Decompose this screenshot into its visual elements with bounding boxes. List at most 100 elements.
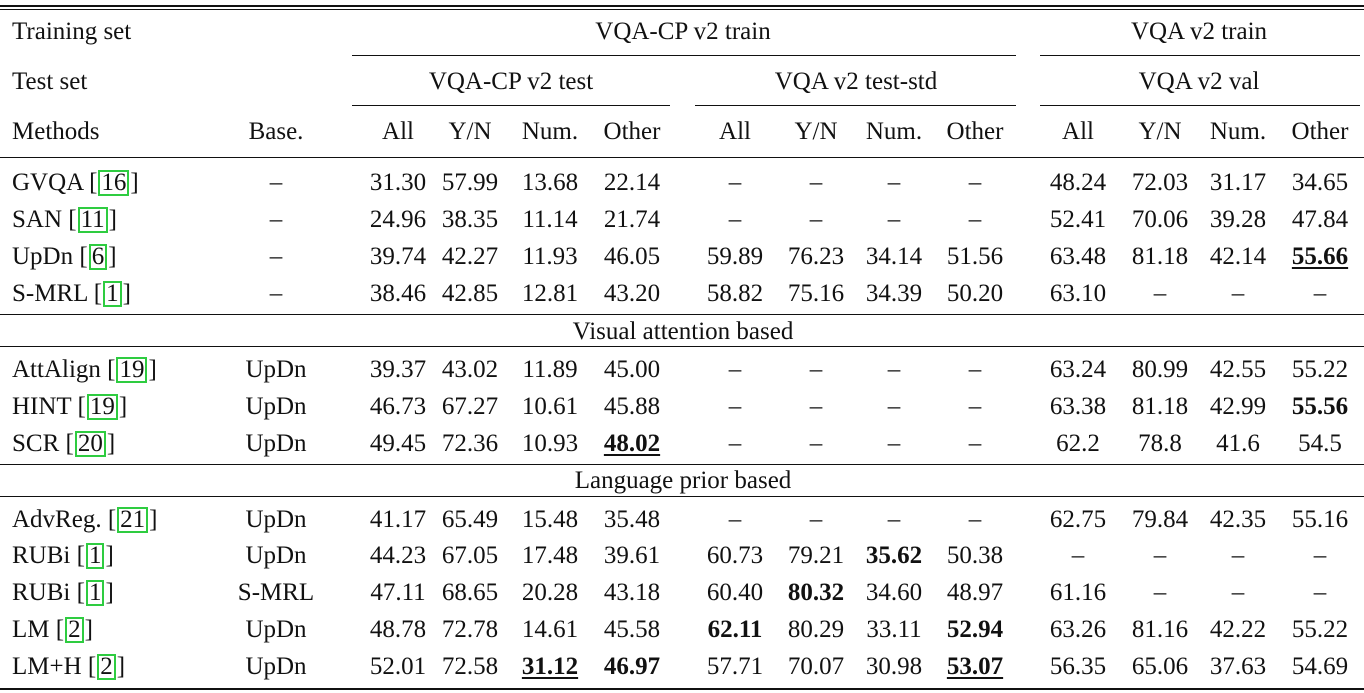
value-cell: 72.78 bbox=[441, 616, 499, 643]
value-cell: 35.48 bbox=[603, 506, 661, 533]
value-cell: 62.11 bbox=[707, 616, 763, 643]
value-cell: – bbox=[887, 206, 901, 233]
value-cell: – bbox=[968, 356, 982, 383]
value-cell: 11.89 bbox=[522, 356, 578, 383]
value-cell: 43.20 bbox=[603, 280, 661, 307]
value-cell: 21.74 bbox=[603, 206, 661, 233]
method-name: RUBi bbox=[12, 542, 71, 569]
value-cell: 39.61 bbox=[603, 542, 661, 569]
value-cell: 41.6 bbox=[1216, 430, 1260, 457]
metric-header: Num. bbox=[865, 118, 923, 145]
value-cell: 67.05 bbox=[441, 542, 499, 569]
value-cell: 53.07 bbox=[946, 653, 1004, 680]
value-cell: – bbox=[887, 430, 901, 457]
cmidrule-train-vqa bbox=[1040, 55, 1360, 56]
value-cell: – bbox=[1313, 280, 1327, 307]
method-name: SAN bbox=[12, 206, 63, 233]
value-cell: 24.96 bbox=[369, 206, 427, 233]
value-cell: 70.06 bbox=[1131, 206, 1189, 233]
train-group-vqa: VQA v2 train bbox=[1130, 18, 1268, 45]
base-cell: UpDn bbox=[245, 393, 307, 420]
citation-link[interactable]: 1 bbox=[85, 543, 105, 569]
value-cell: – bbox=[809, 169, 823, 196]
value-cell: 11.93 bbox=[522, 243, 578, 270]
value-cell: 48.78 bbox=[369, 616, 427, 643]
value-cell: 43.02 bbox=[441, 356, 499, 383]
base-cell: UpDn bbox=[245, 506, 307, 533]
value-cell: 47.84 bbox=[1291, 206, 1349, 233]
value-cell: 22.14 bbox=[603, 169, 661, 196]
citation-link[interactable]: 21 bbox=[117, 507, 149, 533]
value-cell: 43.18 bbox=[603, 579, 661, 606]
method-name: UpDn bbox=[12, 243, 74, 270]
value-cell: 52.01 bbox=[369, 653, 427, 680]
value-cell: 45.00 bbox=[603, 356, 661, 383]
section-rule bbox=[0, 314, 1364, 315]
value-cell: – bbox=[728, 206, 742, 233]
value-cell: – bbox=[809, 430, 823, 457]
base-cell: – bbox=[269, 243, 283, 270]
value-cell: 50.20 bbox=[946, 280, 1004, 307]
value-cell: 65.49 bbox=[441, 506, 499, 533]
value-cell: 38.35 bbox=[441, 206, 499, 233]
value-cell: 76.23 bbox=[787, 243, 845, 270]
value-cell: 41.17 bbox=[369, 506, 427, 533]
value-cell: 54.5 bbox=[1298, 430, 1342, 457]
value-cell: 13.68 bbox=[521, 169, 579, 196]
citation-link[interactable]: 1 bbox=[85, 580, 105, 606]
citation-link[interactable]: 19 bbox=[116, 357, 148, 383]
method-name: AttAlign bbox=[12, 356, 101, 383]
value-cell: 38.46 bbox=[369, 280, 427, 307]
citation-link[interactable]: 6 bbox=[88, 244, 108, 270]
method-cell: AttAlign [19] bbox=[12, 356, 157, 383]
value-cell: 35.62 bbox=[865, 542, 923, 569]
value-cell: 63.26 bbox=[1049, 616, 1107, 643]
citation-link[interactable]: 2 bbox=[97, 654, 116, 680]
value-cell: 11.14 bbox=[522, 206, 578, 233]
value-cell: – bbox=[887, 169, 901, 196]
method-cell: LM [2] bbox=[12, 616, 93, 643]
test-group-vqa-test-std: VQA v2 test-std bbox=[774, 68, 938, 95]
metric-header: Y/N bbox=[448, 118, 492, 145]
value-cell: 17.48 bbox=[521, 542, 579, 569]
value-cell: 67.27 bbox=[441, 393, 499, 420]
citation-link[interactable]: 16 bbox=[98, 170, 130, 196]
value-cell: 31.12 bbox=[521, 653, 579, 680]
method-cell: HINT [19] bbox=[12, 393, 128, 420]
metric-header: Num. bbox=[521, 118, 579, 145]
value-cell: 48.97 bbox=[946, 579, 1004, 606]
value-cell: 57.99 bbox=[441, 169, 499, 196]
method-name: LM+H bbox=[12, 653, 82, 680]
value-cell: 47.11 bbox=[370, 579, 426, 606]
metric-header: Y/N bbox=[794, 118, 838, 145]
value-cell: – bbox=[968, 393, 982, 420]
metric-header: All bbox=[1062, 118, 1094, 145]
value-cell: 30.98 bbox=[865, 653, 923, 680]
value-cell: 55.66 bbox=[1291, 243, 1349, 270]
value-cell: – bbox=[1231, 579, 1245, 606]
value-cell: 61.16 bbox=[1049, 579, 1107, 606]
value-cell: 56.35 bbox=[1049, 653, 1107, 680]
citation-link[interactable]: 2 bbox=[65, 617, 84, 643]
metric-header: Other bbox=[946, 118, 1004, 145]
value-cell: – bbox=[728, 506, 742, 533]
citation-link[interactable]: 1 bbox=[103, 281, 122, 307]
value-cell: 60.73 bbox=[706, 542, 764, 569]
citation-link[interactable]: 20 bbox=[74, 431, 106, 457]
value-cell: 42.99 bbox=[1209, 393, 1267, 420]
base-cell: S-MRL bbox=[237, 579, 315, 606]
method-cell: AdvReg. [21] bbox=[12, 506, 158, 533]
citation-link[interactable]: 11 bbox=[77, 207, 108, 233]
value-cell: 48.02 bbox=[603, 430, 661, 457]
value-cell: 55.16 bbox=[1291, 506, 1349, 533]
value-cell: – bbox=[1313, 542, 1327, 569]
value-cell: 49.45 bbox=[369, 430, 427, 457]
value-cell: – bbox=[1231, 280, 1245, 307]
value-cell: 44.23 bbox=[369, 542, 427, 569]
citation-link[interactable]: 19 bbox=[86, 394, 118, 420]
section-rule bbox=[0, 496, 1364, 497]
value-cell: 10.61 bbox=[521, 393, 579, 420]
value-cell: 50.38 bbox=[946, 542, 1004, 569]
value-cell: – bbox=[728, 356, 742, 383]
